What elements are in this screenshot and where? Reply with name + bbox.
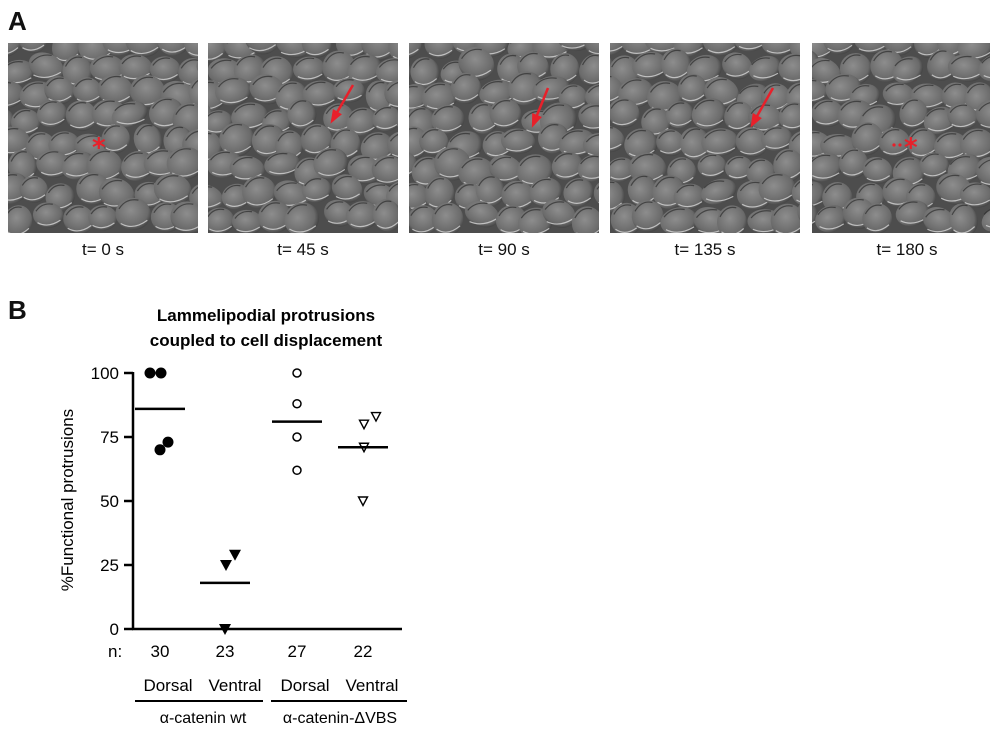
y-tick-label: 100 bbox=[91, 364, 119, 383]
arrow-marker bbox=[330, 84, 355, 124]
cell-image bbox=[409, 43, 599, 233]
microscopy-frame-5: * bbox=[812, 43, 990, 233]
chart-title-line-2: coupled to cell displacement bbox=[150, 331, 383, 350]
n-value: 27 bbox=[288, 642, 307, 661]
dotted-asterisk-marker: * bbox=[892, 133, 918, 163]
cell-image bbox=[610, 43, 800, 233]
y-tick-label: 25 bbox=[100, 556, 119, 575]
frame-caption-5: t= 180 s bbox=[876, 240, 938, 259]
frame-caption-1: t= 0 s bbox=[81, 240, 125, 259]
n-label: n: bbox=[108, 642, 122, 661]
data-point bbox=[358, 419, 370, 431]
data-point bbox=[154, 444, 166, 456]
group-label-dvbs: α-catenin-ΔVBS bbox=[283, 710, 397, 727]
category-label: Ventral bbox=[209, 676, 262, 695]
cell-image bbox=[208, 43, 398, 233]
arrow-marker bbox=[750, 87, 775, 128]
asterisk-marker: * bbox=[92, 133, 106, 163]
y-tick-label: 0 bbox=[110, 620, 119, 639]
category-label: Dorsal bbox=[280, 676, 329, 695]
microscopy-frame-3 bbox=[409, 43, 599, 233]
panel-b-label: B bbox=[8, 295, 27, 325]
microscopy-frame-1: * bbox=[8, 43, 198, 233]
data-point bbox=[162, 436, 174, 448]
data-point bbox=[144, 367, 156, 379]
frame-caption-4: t= 135 s bbox=[674, 240, 736, 259]
arrow-marker bbox=[531, 87, 550, 128]
data-point bbox=[292, 465, 302, 476]
group-label-wt: α-catenin wt bbox=[160, 710, 247, 727]
data-point bbox=[292, 432, 302, 442]
data-point bbox=[219, 624, 231, 635]
frame-caption-3: t= 90 s bbox=[478, 240, 530, 259]
category-label: Dorsal bbox=[143, 676, 192, 695]
data-point bbox=[357, 496, 369, 507]
y-axis-label: %Functional protrusions bbox=[58, 409, 77, 591]
chart-title-line-1: Lammelipodial protrusions bbox=[157, 306, 375, 325]
frame-caption-2: t= 45 s bbox=[277, 240, 329, 259]
cell-image: * bbox=[812, 43, 990, 233]
panel-a-label: A bbox=[8, 6, 27, 36]
svg-text:*: * bbox=[904, 133, 918, 163]
microscopy-frame-4 bbox=[610, 43, 800, 233]
n-value: 22 bbox=[354, 642, 373, 661]
microscopy-frame-2 bbox=[208, 43, 398, 233]
cell-image: * bbox=[8, 43, 198, 233]
data-point bbox=[292, 368, 302, 378]
data-point bbox=[292, 398, 302, 409]
scatter-chart: Lammelipodial protrusions coupled to cel… bbox=[58, 306, 407, 727]
y-tick-label: 75 bbox=[100, 428, 119, 447]
data-point bbox=[220, 560, 232, 571]
data-point bbox=[155, 367, 167, 379]
n-value: 23 bbox=[216, 642, 235, 661]
data-point bbox=[370, 411, 382, 423]
n-value: 30 bbox=[151, 642, 170, 661]
y-tick-label: 50 bbox=[100, 492, 119, 511]
data-point bbox=[229, 549, 241, 561]
category-label: Ventral bbox=[346, 676, 399, 695]
